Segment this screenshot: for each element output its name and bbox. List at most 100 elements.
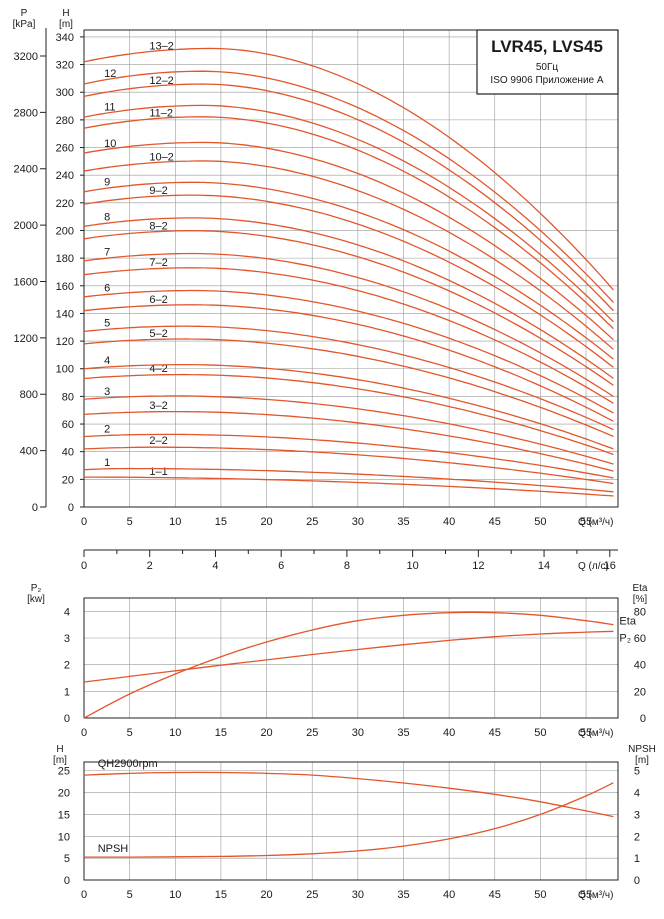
qh-curve-1-1 bbox=[84, 476, 614, 497]
qh-curve-4 bbox=[83, 363, 614, 450]
qs-tick-label: 16 bbox=[604, 560, 616, 572]
qh-curve-10-2 bbox=[83, 160, 614, 350]
qh-ylabel-h: H [m] bbox=[59, 8, 73, 30]
np-ytick-right: 5 bbox=[634, 766, 640, 778]
qh-ytick-h: 220 bbox=[56, 198, 74, 210]
qh-curve-label: 12–2 bbox=[149, 75, 173, 87]
frequency-text: 50Гц bbox=[536, 62, 559, 73]
pw-xtick: 30 bbox=[352, 727, 364, 739]
np-ytick-left: 5 bbox=[64, 853, 70, 865]
np-xtick: 5 bbox=[127, 889, 133, 901]
qh-curve-4-2 bbox=[83, 373, 614, 456]
qs-xlabel: Q (л/с) bbox=[578, 561, 609, 572]
qh-ytick-h: 240 bbox=[56, 170, 74, 182]
pw-xtick: 15 bbox=[215, 727, 227, 739]
qh-curve-label: 8 bbox=[104, 212, 110, 224]
qh-curve-9 bbox=[83, 181, 614, 360]
qh-ytick-p: 3200 bbox=[14, 51, 38, 63]
pw-ytick-right: 40 bbox=[634, 660, 646, 672]
qh-curve-label: 9 bbox=[104, 177, 110, 189]
pw-ylabel-left: P₂ [kw] bbox=[27, 583, 45, 605]
np-ytick-right: 4 bbox=[634, 788, 640, 800]
np-ylabel-right: NPSH [m] bbox=[628, 744, 656, 766]
pw-series-label: Eta bbox=[619, 616, 636, 628]
qh-curve-label: 4–2 bbox=[149, 363, 167, 375]
pw-curve-p2 bbox=[83, 630, 614, 683]
np-xtick: 0 bbox=[81, 889, 87, 901]
qh-curve-3-2 bbox=[83, 410, 614, 472]
qs-tick-label: 12 bbox=[472, 560, 484, 572]
qh-ytick-h: 120 bbox=[56, 336, 74, 348]
qh-ytick-h: 140 bbox=[56, 308, 74, 320]
qh-ytick-p: 2000 bbox=[14, 220, 38, 232]
qh-curve-label: 5–2 bbox=[149, 328, 167, 340]
pw-ytick-right: 0 bbox=[640, 713, 646, 725]
qh-curve-label: 12 bbox=[104, 68, 116, 80]
np-ytick-right: 0 bbox=[634, 875, 640, 887]
np-xtick: 50 bbox=[534, 889, 546, 901]
title-text: LVR45, LVS45 bbox=[491, 37, 603, 56]
qh-curve-label: 9–2 bbox=[149, 185, 167, 197]
np-xtick: 15 bbox=[215, 889, 227, 901]
qh-ylabel-p: P [kPa] bbox=[13, 8, 36, 30]
qh-frame bbox=[83, 29, 619, 508]
standard-text: ISO 9906 Приложение A bbox=[490, 75, 603, 86]
pw-ytick-right: 20 bbox=[634, 686, 646, 698]
np-ylabel-left: H [m] bbox=[53, 744, 67, 766]
qh-ytick-h: 180 bbox=[56, 253, 74, 265]
qh-ytick-h: 0 bbox=[68, 502, 74, 514]
qh-curve-12 bbox=[83, 70, 614, 303]
pw-xtick: 0 bbox=[81, 727, 87, 739]
qh-ytick-p: 2800 bbox=[14, 107, 38, 119]
qh-xtick: 35 bbox=[397, 516, 409, 528]
qh-curve-label: 4 bbox=[104, 355, 110, 367]
secondary-flow-axis: 0 2 4 6 8 10 12 14 16Q (л/с) bbox=[81, 549, 618, 572]
qh-ytick-h: 60 bbox=[62, 419, 74, 431]
np-ytick-left: 10 bbox=[58, 831, 70, 843]
qh-ytick-h: 100 bbox=[56, 364, 74, 376]
np-xlabel: Q (м³/ч) bbox=[578, 890, 613, 901]
pw-ytick-left: 1 bbox=[64, 686, 70, 698]
qh-ytick-p: 1200 bbox=[14, 333, 38, 345]
np-xtick: 10 bbox=[169, 889, 181, 901]
qh-curve-2-2 bbox=[83, 446, 614, 485]
pw-xtick: 40 bbox=[443, 727, 455, 739]
pw-xtick: 35 bbox=[397, 727, 409, 739]
pw-series-label: P₂ bbox=[619, 632, 631, 644]
pw-ytick-right: 80 bbox=[634, 606, 646, 618]
qh-ytick-p: 2400 bbox=[14, 164, 38, 176]
qh-curve-11 bbox=[83, 104, 614, 323]
pw-ytick-left: 0 bbox=[64, 713, 70, 725]
pw-ylabel-right: Eta [%] bbox=[632, 583, 647, 605]
np-series-label: QH2900rpm bbox=[98, 758, 158, 770]
qh-xlabel: Q (м³/ч) bbox=[578, 517, 613, 528]
title-box-frame bbox=[476, 29, 619, 95]
qh-curve-label: 6 bbox=[104, 283, 110, 295]
np-ytick-left: 15 bbox=[58, 809, 70, 821]
np-ytick-right: 1 bbox=[634, 853, 640, 865]
qh-ytick-h: 80 bbox=[62, 391, 74, 403]
title-box: LVR45, LVS45 50Гц ISO 9906 Приложение A bbox=[476, 29, 619, 95]
qh-curve-7 bbox=[83, 252, 614, 397]
np-ytick-left: 25 bbox=[58, 766, 70, 778]
qh-curve-8-2 bbox=[83, 230, 614, 386]
pw-ytick-right: 60 bbox=[634, 633, 646, 645]
qh-curve-label: 5 bbox=[104, 318, 110, 330]
pw-curve-eta bbox=[83, 611, 614, 719]
qh-xtick: 30 bbox=[352, 516, 364, 528]
qs-tick-label: 6 bbox=[278, 560, 284, 572]
qs-tick-label: 2 bbox=[147, 560, 153, 572]
qh-ytick-h: 300 bbox=[56, 87, 74, 99]
qs-tick-label: 8 bbox=[344, 560, 350, 572]
qh-curve-12-2 bbox=[83, 83, 614, 312]
np-xtick: 20 bbox=[260, 889, 272, 901]
pw-xtick: 10 bbox=[169, 727, 181, 739]
np-ytick-left: 0 bbox=[64, 875, 70, 887]
qh-curve-label: 11–2 bbox=[149, 108, 173, 120]
np-ytick-right: 2 bbox=[634, 831, 640, 843]
qh-ytick-h: 200 bbox=[56, 225, 74, 237]
qh-curve-9-2 bbox=[83, 194, 614, 368]
